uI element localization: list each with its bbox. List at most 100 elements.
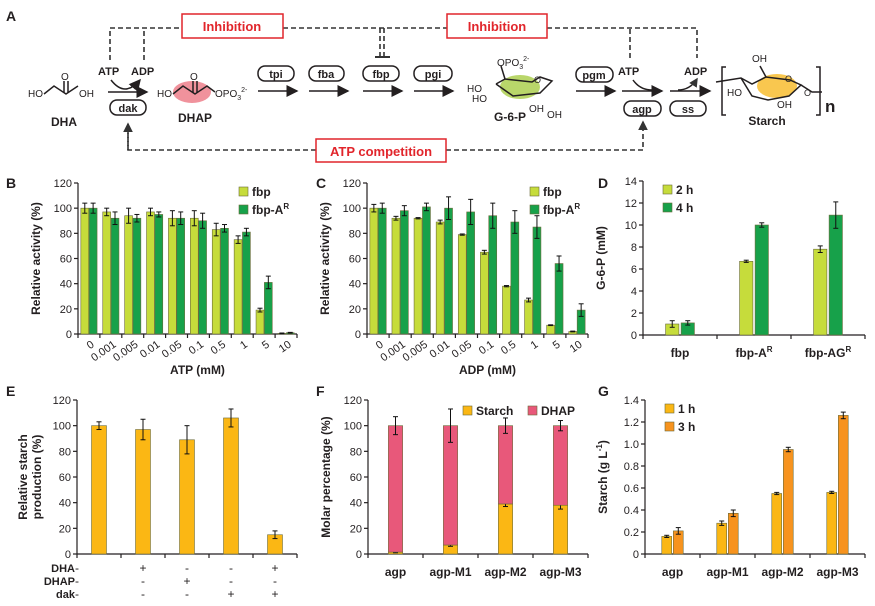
bar-fbp — [435, 221, 445, 335]
dhap-molecule: HO O OPO32- DHAP — [157, 72, 248, 125]
x-tick-label: fbp-AGR — [805, 345, 852, 360]
enzyme-tpi — [257, 65, 295, 82]
y-tick-label: 100 — [53, 421, 71, 433]
legend-swatch — [527, 405, 538, 416]
bar-fbp-a — [220, 228, 229, 335]
bar-4-h — [754, 224, 769, 336]
bar-fbp — [233, 239, 243, 335]
bar-fbp-a — [88, 207, 98, 335]
condition-value: - — [273, 574, 277, 588]
y-tick-label: 4 — [631, 286, 637, 298]
y-tick-label: 0.6 — [624, 483, 639, 495]
y-tick-label: 20 — [349, 304, 361, 316]
bar-fbp-a — [377, 207, 387, 335]
condition-value: + — [227, 587, 234, 601]
x-tick-label: 0.01 — [428, 339, 452, 361]
legend-swatch — [529, 186, 540, 197]
bar-fbp-a — [466, 211, 475, 335]
enzyme-fbp — [362, 65, 400, 82]
enzyme-agp-label: agp — [632, 104, 652, 116]
legend-item: DHAP — [527, 404, 575, 418]
x-tick-label: 0.005 — [401, 339, 430, 365]
y-axis-label: Starch (g L-1) — [595, 440, 610, 514]
condition-label: DHA — [51, 563, 75, 575]
bar-fbp — [80, 207, 90, 335]
legend-swatch — [664, 421, 675, 432]
enzyme-pgm-label: pgm — [582, 70, 605, 82]
svg-text:OPO32-: OPO32- — [215, 87, 248, 102]
bar-fbp — [413, 217, 423, 335]
legend-label: 2 h — [676, 183, 693, 197]
panel-label: C — [316, 175, 326, 191]
x-tick-label: agp-M3 — [817, 565, 859, 579]
starch-molecule: OH O HO OH O n Starch — [715, 54, 835, 128]
bar-fbp — [502, 285, 511, 335]
bar-fbp — [255, 309, 265, 335]
atp-competition-box — [315, 138, 447, 163]
bar-fbp — [102, 211, 111, 335]
bar-fbp — [190, 217, 199, 335]
bar-fbp — [146, 211, 155, 335]
bar-fbp-a — [400, 210, 409, 335]
y-axis-label: G-6-P (mM) — [594, 226, 608, 290]
x-tick-label: 0.1 — [477, 339, 496, 358]
condition-value: - — [229, 574, 233, 588]
y-tick-label: 20 — [59, 523, 71, 535]
y-tick-label: 12 — [625, 198, 637, 210]
bar-1-h — [716, 522, 727, 555]
bar-starch — [498, 503, 513, 555]
y-tick-label: 80 — [349, 228, 361, 240]
bar-dhap — [443, 425, 458, 546]
y-tick-label: 60 — [60, 254, 72, 266]
bar-dhap — [553, 425, 568, 506]
y-tick-label: 14 — [625, 176, 637, 188]
bar-relative-starch-production — [179, 439, 195, 555]
x-tick-label: agp-M1 — [430, 565, 472, 579]
svg-text:HO: HO — [472, 94, 487, 105]
bar-relative-starch-production — [91, 425, 107, 555]
y-tick-label: 60 — [59, 472, 71, 484]
enzyme-dak-label: dak — [119, 103, 139, 115]
adp-label-1: ADP — [131, 66, 154, 78]
y-tick-label: 60 — [349, 254, 361, 266]
x-tick-label: 5 — [551, 339, 563, 352]
x-tick-label: agp — [385, 565, 406, 579]
y-tick-label: 80 — [59, 446, 71, 458]
inhibition-box-2 — [446, 13, 548, 39]
condition-value: - — [229, 561, 233, 575]
y-tick-label: 2 — [631, 308, 637, 320]
svg-text:O: O — [804, 88, 811, 98]
x-tick-label: fbp-AR — [735, 345, 772, 360]
atp-competition-label: ATP competition — [330, 144, 432, 159]
inhibition-label-1: Inhibition — [203, 19, 262, 34]
y-axis-label: production (%) — [30, 435, 44, 520]
bar-3-h — [838, 415, 849, 555]
bar-fbp-a — [154, 214, 164, 335]
enzyme-agp — [623, 100, 662, 117]
y-tick-label: 60 — [350, 472, 362, 484]
legend-swatch — [664, 403, 675, 414]
atp-label-2: ATP — [618, 66, 639, 78]
legend-swatch — [662, 202, 673, 213]
inhibition-label-2: Inhibition — [468, 19, 527, 34]
y-axis-label: Relative activity (%) — [29, 202, 43, 315]
starch-label: Starch — [748, 114, 785, 128]
y-tick-label: 10 — [625, 220, 637, 232]
enzyme-pgm — [575, 66, 614, 83]
enzyme-pgi — [413, 65, 453, 82]
y-tick-label: 120 — [344, 395, 362, 407]
y-axis-label: Relative starch — [16, 434, 30, 519]
bar-fbp — [369, 207, 379, 335]
x-tick-label: 0 — [85, 339, 97, 352]
y-tick-label: 40 — [350, 498, 362, 510]
dha-oh: OH — [79, 89, 94, 100]
legend-item: fbp-AR — [529, 202, 580, 217]
pathway-diagram: A Inhibition Inhibition ATP competition … — [6, 8, 835, 163]
enzyme-tpi-label: tpi — [269, 69, 282, 81]
y-axis-label: Molar percentage (%) — [319, 416, 333, 537]
bar-fbp-a — [176, 217, 185, 335]
bar-fbp-a — [110, 217, 120, 335]
svg-text:HO: HO — [727, 88, 742, 99]
